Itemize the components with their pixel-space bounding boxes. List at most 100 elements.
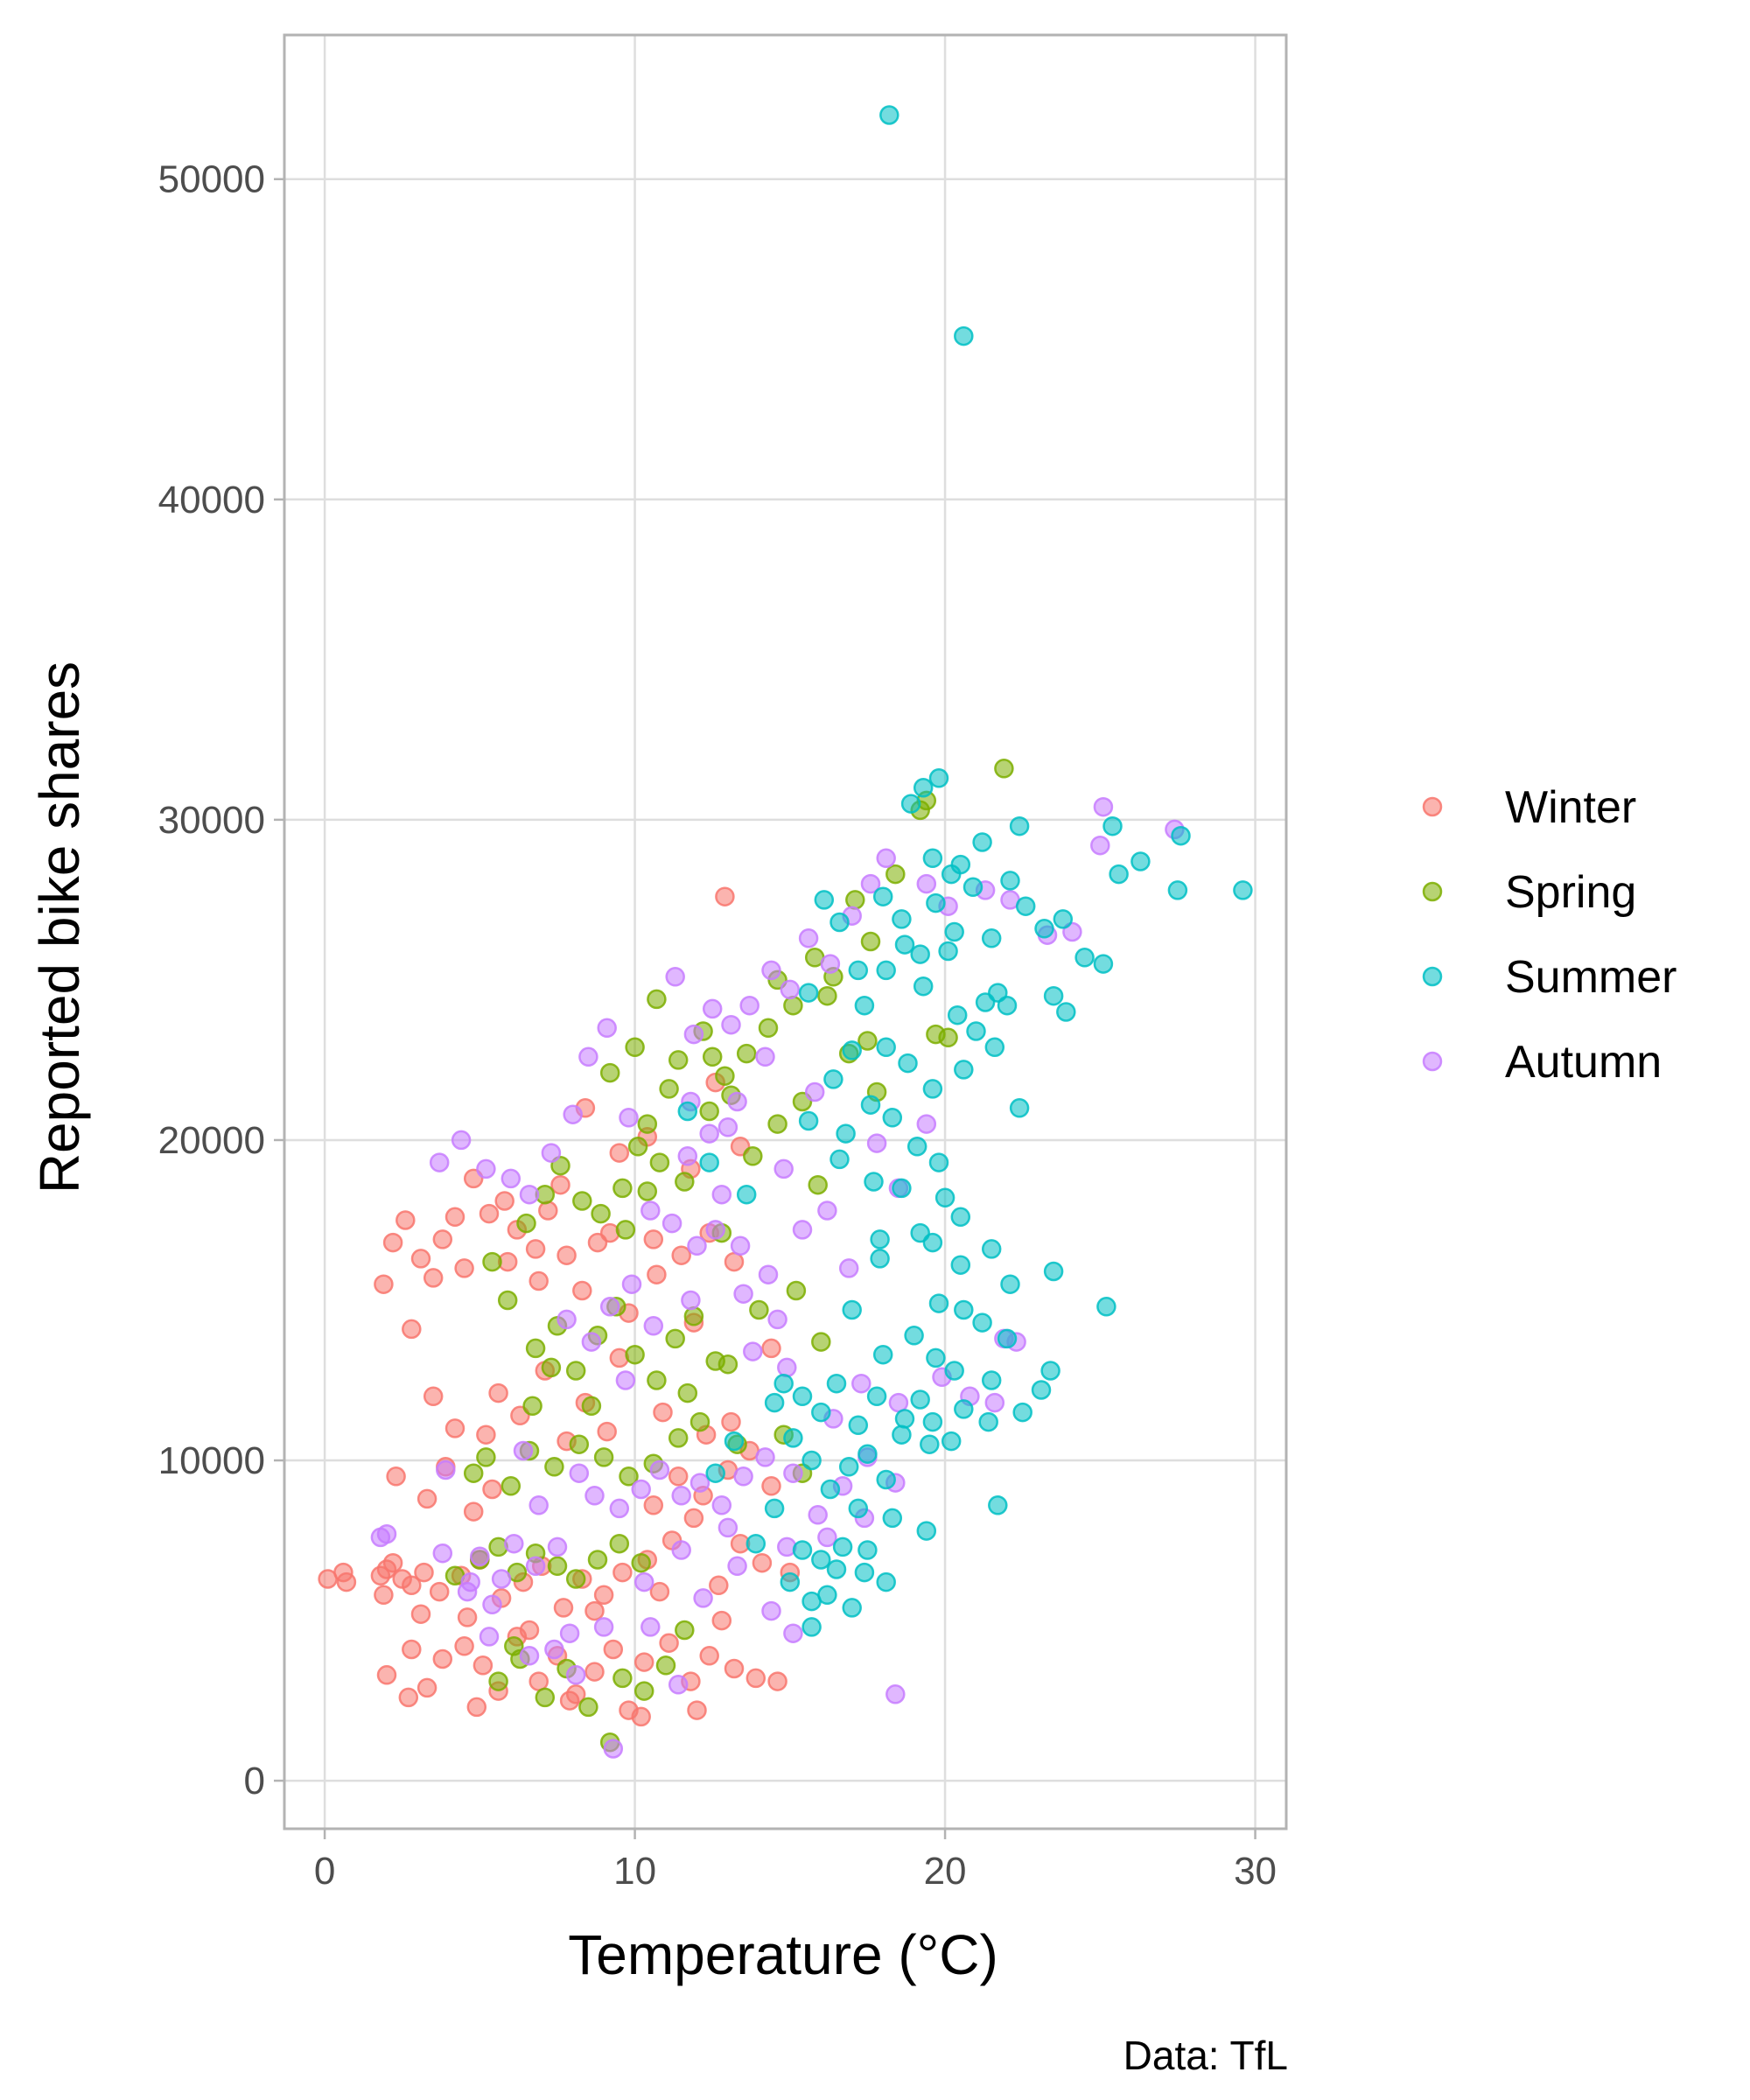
data-point xyxy=(637,1181,658,1201)
data-point xyxy=(842,1040,862,1060)
data-point xyxy=(758,1264,779,1284)
data-point xyxy=(941,864,962,885)
data-point xyxy=(851,1373,872,1394)
data-point xyxy=(755,1447,775,1467)
data-point xyxy=(954,1399,974,1419)
data-point xyxy=(724,1658,745,1679)
data-point xyxy=(838,1457,859,1477)
data-point xyxy=(904,1326,924,1346)
legend-label: Autumn xyxy=(1505,1037,1662,1088)
data-point xyxy=(798,983,819,1003)
data-point xyxy=(780,1572,801,1592)
data-point xyxy=(500,1168,522,1189)
data-point xyxy=(898,1053,918,1074)
data-point xyxy=(876,1572,896,1592)
data-point xyxy=(675,1620,695,1641)
data-point xyxy=(528,1270,549,1292)
data-point xyxy=(671,1486,691,1506)
data-point xyxy=(721,1014,741,1035)
data-point xyxy=(1043,985,1064,1006)
data-point xyxy=(565,1569,586,1589)
data-point xyxy=(954,1299,974,1320)
data-point xyxy=(926,892,946,914)
data-point xyxy=(786,1280,807,1301)
data-point xyxy=(525,1239,546,1259)
data-point xyxy=(402,1575,422,1596)
data-point xyxy=(482,1479,502,1500)
data-point xyxy=(842,1299,862,1320)
data-point xyxy=(587,1550,608,1570)
data-point xyxy=(860,1095,881,1115)
data-point xyxy=(906,1137,928,1157)
data-point xyxy=(832,1536,853,1558)
data-point xyxy=(597,1018,617,1039)
data-point xyxy=(599,1062,620,1083)
data-point xyxy=(457,1607,478,1628)
data-point xyxy=(677,1382,698,1404)
data-point xyxy=(1053,909,1074,929)
data-point xyxy=(1009,816,1030,836)
x-axis-ticks: 0 10 20 30 xyxy=(314,1829,1277,1893)
data-point xyxy=(746,1533,766,1554)
data-point xyxy=(609,1498,630,1519)
data-point xyxy=(811,1402,831,1423)
data-point xyxy=(721,1411,741,1432)
data-point xyxy=(743,1146,763,1166)
data-point xyxy=(677,1146,698,1166)
legend: Winter Spring Summer Autumn xyxy=(1422,782,1676,1088)
data-point xyxy=(597,1421,617,1442)
data-point xyxy=(730,1236,751,1256)
data-point xyxy=(687,1700,707,1720)
data-point xyxy=(922,1232,943,1253)
data-point xyxy=(1056,1002,1076,1022)
data-point xyxy=(569,1463,590,1483)
data-point xyxy=(665,967,685,987)
data-point xyxy=(705,1220,725,1240)
data-point xyxy=(547,1536,568,1558)
data-point xyxy=(402,1639,422,1660)
data-point xyxy=(593,1585,614,1606)
data-point xyxy=(838,1258,859,1278)
data-point xyxy=(1043,1261,1064,1282)
data-point xyxy=(553,1598,574,1618)
data-point xyxy=(500,1476,522,1496)
data-point xyxy=(479,1203,500,1224)
data-point xyxy=(724,1251,745,1272)
data-point xyxy=(423,1386,444,1407)
data-point xyxy=(488,1382,508,1404)
data-point xyxy=(761,1338,781,1359)
data-point xyxy=(817,1527,837,1548)
data-point xyxy=(848,960,869,981)
data-point xyxy=(631,1706,651,1727)
data-point xyxy=(749,1299,769,1320)
data-point xyxy=(733,1284,753,1304)
x-tick-label: 20 xyxy=(924,1850,967,1893)
data-point xyxy=(1130,851,1151,872)
data-point xyxy=(711,1610,732,1631)
data-point xyxy=(798,928,819,948)
x-axis-title: Temperature (°C) xyxy=(568,1923,998,1986)
data-point xyxy=(1233,880,1253,900)
data-point xyxy=(870,1229,890,1250)
data-point xyxy=(693,1588,713,1608)
data-point xyxy=(625,1344,645,1365)
data-point xyxy=(634,1652,654,1672)
data-point xyxy=(920,1434,940,1454)
data-point xyxy=(454,1258,474,1278)
data-point xyxy=(668,1428,689,1448)
data-point xyxy=(634,1572,654,1592)
series-summer xyxy=(677,105,1253,1637)
data-point xyxy=(619,1466,639,1487)
data-point xyxy=(687,1236,707,1256)
data-point xyxy=(746,1668,766,1689)
data-point xyxy=(702,998,723,1019)
data-point xyxy=(609,1348,630,1368)
data-point xyxy=(668,1050,689,1070)
data-point xyxy=(535,1687,556,1708)
data-point xyxy=(410,1604,431,1624)
data-point xyxy=(941,1431,962,1452)
data-point xyxy=(736,1184,757,1205)
y-tick-label: 40000 xyxy=(158,479,265,522)
data-point xyxy=(631,1479,651,1500)
